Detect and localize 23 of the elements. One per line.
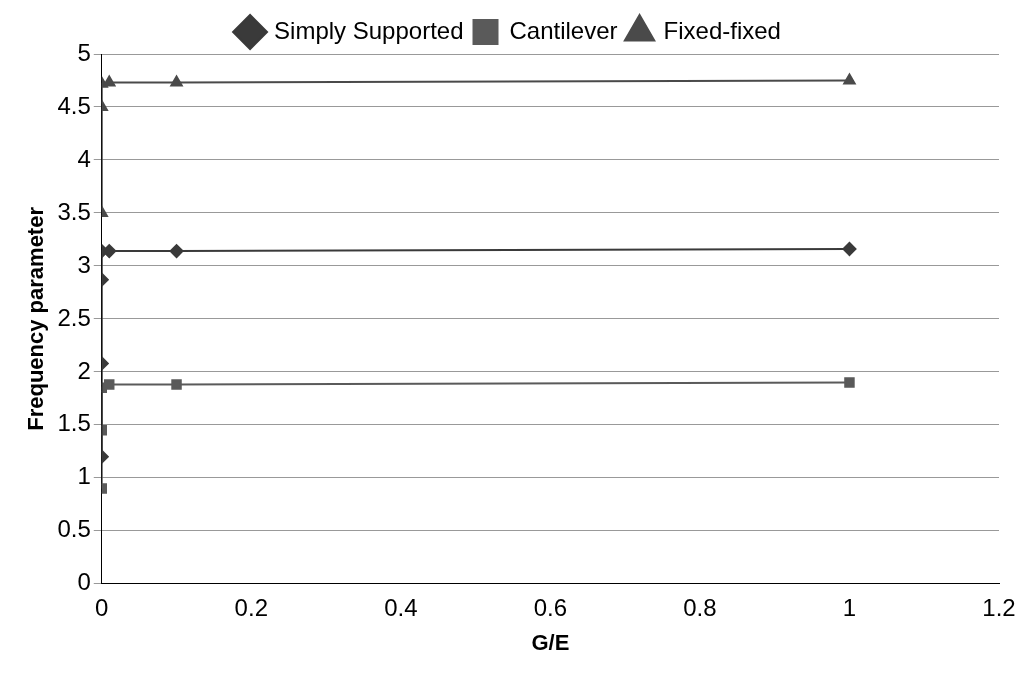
y-tick-label: 3.5 <box>57 197 91 225</box>
x-tick-label: 1.2 <box>982 593 1016 621</box>
y-tick-label: 1 <box>77 462 91 490</box>
y-tick-label: 4 <box>77 144 91 172</box>
x-tick-label: 0.6 <box>533 593 568 621</box>
x-tick-label: 0.2 <box>234 593 268 621</box>
y-tick-label: 2 <box>77 356 91 384</box>
y-tick-label: 1.5 <box>57 409 91 437</box>
y-axis-title: Frequency parameter <box>23 206 49 431</box>
y-tick-label: 5 <box>77 38 91 66</box>
x-tick-label: 0.8 <box>683 593 717 621</box>
legend-label: Simply Supported <box>274 16 464 44</box>
legend-label: Cantilever <box>509 16 618 44</box>
x-tick-label: 1 <box>842 593 857 621</box>
y-tick-label: 0 <box>77 568 91 596</box>
y-tick-label: 3 <box>77 250 91 278</box>
legend-label: Fixed-fixed <box>663 16 781 44</box>
x-tick-label: 0.4 <box>384 593 418 621</box>
y-tick-label: 2.5 <box>57 303 91 331</box>
x-axis-title: G/E <box>531 629 570 655</box>
y-tick-label: 0.5 <box>57 515 91 543</box>
x-tick-label: 0 <box>95 593 109 621</box>
y-tick-label: 4.5 <box>57 91 91 119</box>
